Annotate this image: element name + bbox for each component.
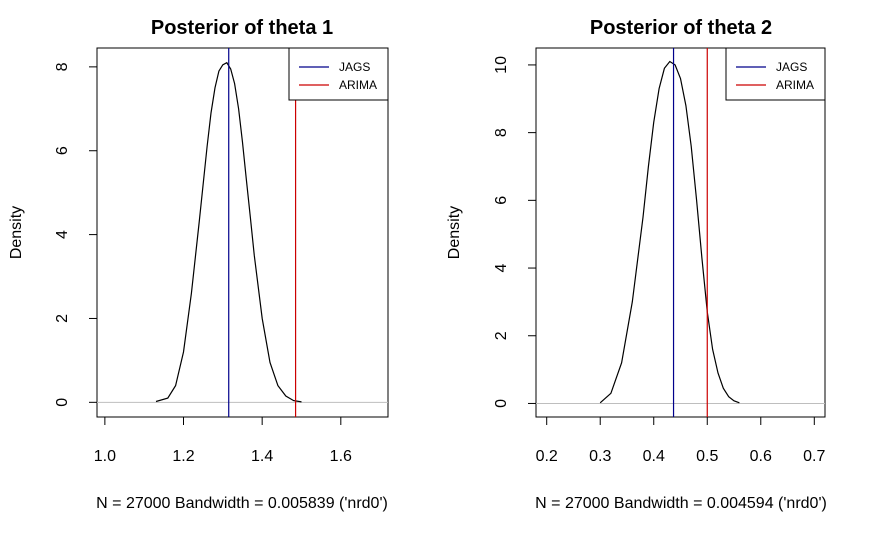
- legend-label-jags: JAGS: [776, 60, 807, 74]
- panel-theta-1: Posterior of theta 1 N = 27000 Bandwidth …: [8, 17, 389, 512]
- y-tick-label: 2: [493, 331, 510, 340]
- chart-title: Posterior of theta 2: [590, 17, 772, 39]
- x-tick-label: 1.0: [94, 448, 116, 465]
- y-axis-label: Density: [8, 206, 25, 259]
- x-tick-label: 1.6: [330, 448, 352, 465]
- y-tick-label: 4: [493, 263, 510, 272]
- y-axis-label: Density: [446, 206, 463, 259]
- x-tick-label: 1.2: [172, 448, 194, 465]
- y-tick-label: 6: [54, 146, 71, 155]
- chart-title: Posterior of theta 1: [151, 17, 333, 39]
- legend-label-jags: JAGS: [339, 60, 370, 74]
- panel-theta-2: Posterior of theta 2 N = 27000 Bandwidth …: [446, 17, 827, 512]
- x-axis-label: N = 27000 Bandwidth = 0.004594 ('nrd0'): [535, 495, 827, 512]
- y-tick-label: 2: [54, 314, 71, 323]
- x-tick-label: 0.7: [803, 448, 825, 465]
- x-tick-label: 0.4: [643, 448, 665, 465]
- y-tick-label: 6: [493, 196, 510, 205]
- legend-box: [288, 47, 389, 101]
- legend-box: [725, 47, 826, 101]
- y-tick-label: 0: [54, 398, 71, 407]
- legend: JAGS ARIMA: [288, 47, 389, 101]
- x-tick-label: 0.6: [750, 448, 772, 465]
- legend-label-arima: ARIMA: [776, 78, 814, 92]
- density-curve: [599, 60, 740, 404]
- x-axis-label: N = 27000 Bandwidth = 0.005839 ('nrd0'): [96, 495, 388, 512]
- plot-frame: [535, 47, 826, 418]
- plot-frame: [96, 47, 389, 418]
- y-tick-label: 10: [493, 56, 510, 74]
- x-tick-label: 0.3: [589, 448, 611, 465]
- y-tick-label: 8: [54, 62, 71, 71]
- x-tick-label: 0.2: [536, 448, 558, 465]
- legend: JAGS ARIMA: [725, 47, 826, 101]
- legend-label-arima: ARIMA: [339, 78, 377, 92]
- y-tick-label: 8: [493, 128, 510, 137]
- density-curve: [155, 61, 302, 403]
- x-tick-label: 0.5: [696, 448, 718, 465]
- y-tick-label: 0: [493, 399, 510, 408]
- y-tick-label: 4: [54, 230, 71, 239]
- x-tick-label: 1.4: [251, 448, 273, 465]
